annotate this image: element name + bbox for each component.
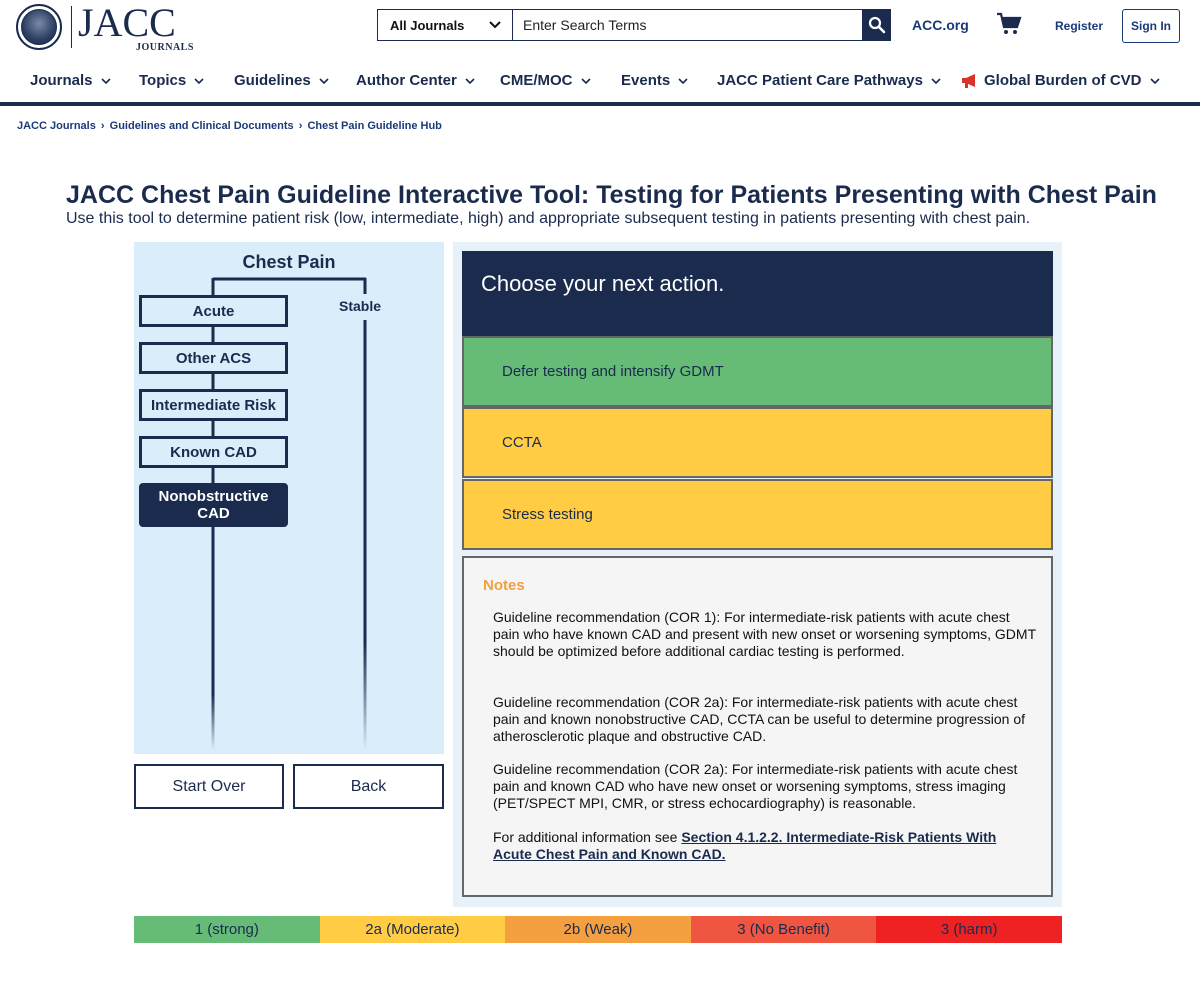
chevron-down-icon [931,77,941,84]
flow-step-other-acs[interactable]: Other ACS [139,342,288,374]
flow-stable-label[interactable]: Stable [338,298,381,314]
nav-divider [0,102,1200,106]
chevron-down-icon [465,77,475,84]
flow-root-label: Chest Pain [242,252,336,272]
breadcrumb-separator: › [100,120,105,132]
back-button[interactable]: Back [293,764,444,809]
legend-cor-2b: 2b (Weak) [505,916,691,943]
cart-icon[interactable] [996,12,1022,36]
main-nav: Journals Topics Guidelines Author Center… [0,60,1200,104]
jacc-logo[interactable]: JACC JOURNALS [16,0,193,53]
acc-org-link[interactable]: ACC.org [912,17,969,33]
action-option-defer-testing[interactable]: Defer testing and intensify GDMT [462,336,1053,407]
note-more-info: For additional information see Section 4… [493,829,1038,863]
breadcrumb-item[interactable]: JACC Journals [17,120,96,132]
journal-select[interactable]: All Journals [377,9,512,41]
nav-label: Topics [139,72,187,89]
site-header: JACC JOURNALS All Journals ACC.org Regis… [0,0,1200,108]
notes-title: Notes [483,577,525,594]
search-button[interactable] [863,9,891,41]
nav-label: Global Burden of CVD [984,72,1142,89]
logo-subtext: JOURNALS [136,42,194,53]
nav-global-burden-cvd[interactable]: Global Burden of CVD [960,72,1160,89]
note-paragraph: Guideline recommendation (COR 1): For in… [493,609,1036,659]
search-icon [868,16,886,34]
page-subtitle: Use this tool to determine patient risk … [66,210,1031,227]
jacc-seal-icon [16,4,62,50]
chevron-down-icon [319,77,329,84]
start-over-button[interactable]: Start Over [134,764,284,809]
note-more-prefix: For additional information see [493,829,682,845]
nav-label: JACC Patient Care Pathways [717,72,923,89]
legend-cor-1: 1 (strong) [134,916,320,943]
flow-step-known-cad[interactable]: Known CAD [139,436,288,468]
nav-label: Journals [30,72,93,89]
nav-label: Guidelines [234,72,311,89]
flow-connectors [211,277,367,750]
breadcrumb-item[interactable]: Chest Pain Guideline Hub [307,120,442,132]
legend-cor-2a: 2a (Moderate) [319,916,506,943]
logo-divider [71,6,72,48]
notes-box: Notes Guideline recommendation (COR 1): … [462,556,1053,897]
cor-legend: 1 (strong) 2a (Moderate) 2b (Weak) 3 (No… [134,916,1062,943]
nav-patient-care-pathways[interactable]: JACC Patient Care Pathways [717,72,941,89]
logo-text: JACC [78,0,176,45]
nav-label: CME/MOC [500,72,573,89]
action-panel: Choose your next action. Defer testing a… [453,242,1062,907]
nav-topics[interactable]: Topics [139,72,204,89]
legend-cor-3-no-benefit: 3 (No Benefit) [690,916,877,943]
breadcrumb-item[interactable]: Guidelines and Clinical Documents [109,120,294,132]
flow-diagram-panel: Chest Pain Stable Acute Other ACS Interm… [134,242,444,754]
chevron-down-icon [489,21,501,29]
note-paragraph: Guideline recommendation (COR 2a): For i… [493,694,1026,744]
search-bar: All Journals [377,9,891,41]
nav-cme-moc[interactable]: CME/MOC [500,72,591,89]
note-paragraph: Guideline recommendation (COR 2a): For i… [493,761,1018,811]
nav-author-center[interactable]: Author Center [356,72,475,89]
chevron-down-icon [1149,77,1160,84]
chevron-down-icon [100,77,111,84]
breadcrumb-separator: › [298,120,303,132]
chevron-down-icon [580,77,591,84]
nav-journals[interactable]: Journals [30,72,111,89]
journal-select-label: All Journals [390,17,465,33]
nav-events[interactable]: Events [621,72,688,89]
register-link[interactable]: Register [1055,19,1104,33]
breadcrumb: JACC Journals › Guidelines and Clinical … [17,120,442,132]
action-option-stress-testing[interactable]: Stress testing [462,479,1053,550]
nav-label: Author Center [356,72,457,89]
flow-step-nonobstructive-cad[interactable]: Nonobstructive CAD [139,483,288,527]
search-input[interactable] [512,9,863,41]
flow-step-intermediate-risk[interactable]: Intermediate Risk [139,389,288,421]
action-option-ccta[interactable]: CCTA [462,407,1053,478]
legend-cor-3-harm: 3 (harm) [876,916,1062,943]
chevron-down-icon [194,77,204,84]
chevron-down-icon [678,77,688,84]
nav-label: Events [621,72,671,89]
sign-in-button[interactable]: Sign In [1122,9,1180,43]
section-link[interactable]: Section 4.1.2.2. Intermediate-Risk Patie… [493,829,997,862]
page-title: JACC Chest Pain Guideline Interactive To… [66,181,1157,209]
nav-guidelines[interactable]: Guidelines [234,72,329,89]
megaphone-icon [962,73,975,88]
flow-step-acute[interactable]: Acute [139,295,288,327]
action-heading: Choose your next action. [462,251,1053,336]
